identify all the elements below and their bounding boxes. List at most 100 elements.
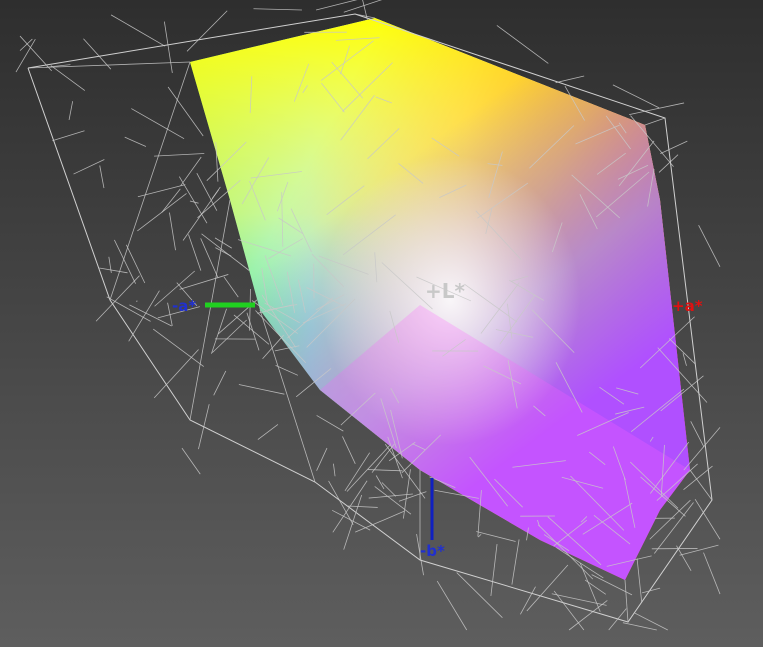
wire-edge	[553, 590, 585, 631]
wire-edge	[99, 165, 105, 189]
wire-edge	[344, 452, 371, 492]
wire-edge	[568, 600, 608, 631]
wire-edge	[342, 436, 356, 465]
wire-edge	[281, 192, 284, 247]
wire-edge	[320, 40, 374, 81]
wire-edge	[612, 84, 660, 109]
wire-edge	[167, 86, 204, 137]
wire-edge	[381, 262, 433, 310]
wire-edge	[533, 405, 546, 417]
wire-edge	[257, 424, 279, 440]
wire-edge	[615, 406, 645, 415]
wire-edge	[538, 524, 594, 580]
wire-edge	[636, 558, 643, 603]
wire-edge	[129, 304, 172, 327]
wire-edge	[570, 475, 625, 531]
wire-edge	[526, 527, 529, 541]
wire-edge	[211, 308, 227, 354]
wire-edge	[15, 38, 36, 73]
wire-edge	[340, 95, 375, 141]
wire-edge	[436, 580, 468, 631]
wire-edge	[682, 353, 687, 366]
wire-edge	[311, 253, 345, 288]
wire-edge	[656, 463, 698, 501]
wire-edge	[367, 469, 403, 472]
wire-edge	[703, 552, 721, 595]
wire-edge	[157, 306, 200, 319]
b-minus-label: -b*	[420, 542, 445, 560]
wire-edge	[206, 141, 247, 181]
wire-edge	[564, 85, 585, 121]
wire-edge	[606, 555, 652, 567]
wire-edge	[189, 199, 231, 421]
wire-edge	[182, 189, 220, 241]
wire-edge	[181, 447, 201, 475]
wire-edge	[650, 441, 690, 494]
wire-edge	[596, 152, 626, 175]
wire-edge	[605, 115, 631, 150]
wire-edge	[477, 490, 482, 537]
wire-edge	[331, 61, 364, 99]
wire-edge	[278, 217, 304, 235]
wire-edge	[520, 586, 536, 615]
wire-edge	[660, 140, 688, 154]
wire-edge	[316, 294, 345, 311]
wire-edge	[630, 461, 679, 509]
wire-edge	[639, 316, 695, 369]
wire-edge	[153, 349, 199, 399]
wire-edge	[630, 388, 685, 433]
wire-edge	[290, 208, 312, 253]
wire-edge	[178, 176, 208, 224]
wire-edge	[494, 478, 523, 508]
wire-edge	[249, 289, 251, 331]
wire-edge	[608, 608, 627, 631]
wire-edge	[238, 384, 285, 395]
wire-edge	[316, 447, 328, 471]
wire-edge	[668, 338, 696, 365]
wire-edge	[439, 184, 467, 198]
wire-edge	[255, 310, 307, 364]
wire-edge	[618, 140, 655, 187]
wire-edge	[390, 387, 400, 404]
wire-edge	[551, 222, 563, 253]
wire-edge	[198, 404, 210, 450]
wire-edge	[167, 302, 173, 326]
wire-edge	[343, 0, 383, 13]
wire-edge	[197, 180, 241, 219]
wire-edge	[388, 441, 416, 462]
wire-edge	[640, 476, 686, 517]
wire-edge	[630, 115, 674, 167]
wire-edge	[99, 267, 128, 274]
wire-edge	[488, 151, 503, 199]
a-plus-label: +a*	[672, 297, 703, 315]
wire-edge	[398, 163, 424, 184]
wire-edge	[575, 124, 620, 145]
wire-edge	[264, 302, 300, 324]
wire-edge	[591, 574, 633, 596]
wire-edge	[362, 0, 368, 20]
wire-edge	[380, 398, 397, 449]
wire-edge	[259, 309, 316, 483]
wire-edge	[306, 287, 345, 307]
wire-edge	[215, 142, 219, 182]
wire-edge	[287, 297, 334, 339]
wire-edge	[490, 544, 498, 596]
wire-edge	[412, 443, 426, 450]
wire-edge	[496, 25, 549, 64]
wire-edge	[633, 612, 668, 631]
wire-edge	[246, 312, 260, 351]
wire-edge	[179, 274, 229, 290]
wire-edge	[188, 234, 202, 271]
wire-edge	[163, 21, 173, 74]
wire-edge	[381, 482, 397, 497]
wire-edge	[547, 516, 602, 566]
wire-edge	[223, 276, 239, 298]
wire-edge	[553, 519, 588, 547]
wire-edge	[612, 446, 626, 481]
wire-edge	[318, 255, 369, 275]
wire-edge	[249, 180, 266, 221]
wire-edge	[698, 225, 721, 267]
wire-edge	[647, 168, 655, 207]
